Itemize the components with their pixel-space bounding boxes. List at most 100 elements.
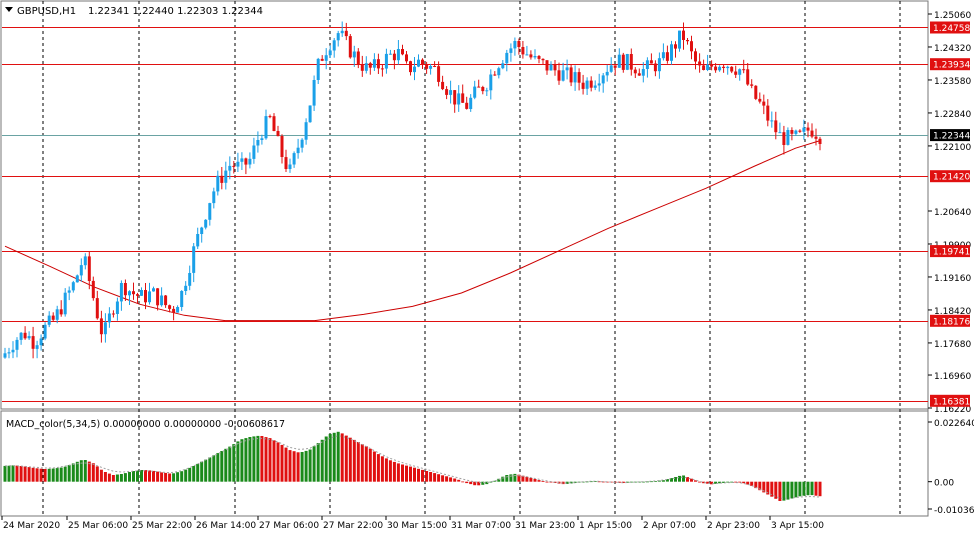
candle-body	[710, 64, 714, 67]
candle-body	[43, 324, 47, 339]
macd-bar	[521, 475, 525, 482]
candle-body	[750, 84, 754, 86]
candle-body	[718, 66, 722, 71]
macd-bar	[360, 444, 364, 482]
macd-bar	[83, 460, 87, 482]
candle-body	[778, 132, 782, 134]
candle-body	[284, 157, 288, 169]
macd-bar	[742, 481, 746, 484]
candle-body	[577, 72, 581, 83]
macd-bar	[356, 442, 360, 482]
candle-body	[682, 30, 685, 40]
macd-bar	[232, 444, 236, 482]
candle-body	[11, 349, 15, 353]
candle-body	[268, 116, 272, 118]
candle-body	[738, 69, 742, 75]
candle-body	[340, 30, 344, 34]
macd-bar	[457, 479, 461, 482]
candle-body	[332, 40, 336, 51]
macd-bar	[722, 481, 726, 483]
macd-bar	[501, 476, 505, 482]
macd-bar	[148, 470, 151, 482]
candle-body	[405, 54, 408, 62]
macd-bar	[790, 481, 794, 499]
level-price-tag	[930, 394, 970, 407]
macd-bar	[433, 473, 437, 482]
macd-bar	[152, 470, 155, 482]
candle-body	[360, 65, 364, 71]
candle-body	[152, 288, 155, 292]
macd-bar	[308, 449, 312, 482]
macd-bar	[782, 481, 786, 501]
macd-bar	[328, 433, 332, 482]
candle-body	[256, 140, 260, 146]
level-price-label: 1.23934	[933, 61, 970, 71]
candle-body	[589, 80, 593, 88]
candle-body	[304, 122, 308, 140]
candle-body	[633, 69, 637, 74]
macd-bar	[517, 474, 521, 482]
level-price-label: 1.16381	[933, 397, 970, 407]
macd-bar	[79, 460, 83, 482]
macd-bar	[260, 436, 264, 482]
candle-body	[637, 73, 641, 76]
macd-bar	[15, 465, 19, 482]
candle-body	[557, 70, 561, 81]
macd-bar	[665, 479, 669, 482]
candle-body	[810, 130, 814, 137]
candle-body	[376, 59, 380, 69]
macd-bar	[180, 471, 184, 482]
candle-body	[657, 58, 661, 72]
macd-bar	[629, 481, 633, 483]
macd-bar	[268, 438, 272, 482]
candle-body	[818, 138, 822, 144]
candle-body	[742, 69, 746, 71]
macd-bar	[657, 480, 661, 482]
ma-line	[4, 140, 821, 322]
candle-body	[244, 158, 248, 165]
macd-bar	[493, 480, 497, 482]
macd-bar	[128, 472, 131, 482]
macd-signal-line	[4, 435, 821, 499]
macd-bar	[23, 466, 27, 482]
macd-bar	[3, 465, 7, 482]
candle-body	[533, 56, 537, 58]
macd-bar	[288, 450, 292, 482]
candle-body	[240, 158, 244, 162]
candle-body	[722, 66, 726, 68]
macd-bar	[272, 440, 276, 482]
macd-bar	[702, 481, 706, 484]
candle-body	[702, 65, 706, 70]
candle-body	[15, 339, 19, 350]
macd-bar	[35, 468, 39, 482]
macd-label: MACD_color(5,34,5) 0.00000000 0.00000000…	[6, 419, 285, 430]
candles	[3, 21, 822, 359]
candle-body	[766, 105, 770, 121]
chart-menu-arrow-icon[interactable]	[5, 7, 13, 12]
macd-tick-label: 0.00	[934, 479, 954, 489]
level-price-label: 1.21420	[933, 173, 970, 183]
macd-bar	[119, 474, 123, 482]
time-tick-label: 26 Mar 14:00	[196, 521, 256, 531]
candle-body	[445, 89, 449, 95]
macd-bar	[806, 481, 810, 496]
candle-body	[103, 322, 107, 335]
macd-bar	[794, 481, 798, 498]
macd-bar	[469, 481, 473, 485]
candle-body	[352, 51, 356, 58]
macd-bar	[730, 481, 734, 483]
current-price-label: 1.22344	[933, 132, 970, 142]
macd-bar	[734, 481, 738, 483]
candle-body	[392, 53, 396, 61]
macd-bar	[758, 481, 762, 491]
candle-body	[758, 98, 762, 102]
candle-body	[296, 147, 300, 154]
macd-bar	[276, 442, 280, 482]
candle-body	[372, 59, 376, 68]
candle-body	[51, 315, 55, 320]
vertical-gridlines	[42, 1, 901, 516]
price-tick-label: 1.19160	[934, 274, 971, 284]
macd-bar	[252, 436, 256, 482]
macd-bar	[649, 481, 653, 483]
